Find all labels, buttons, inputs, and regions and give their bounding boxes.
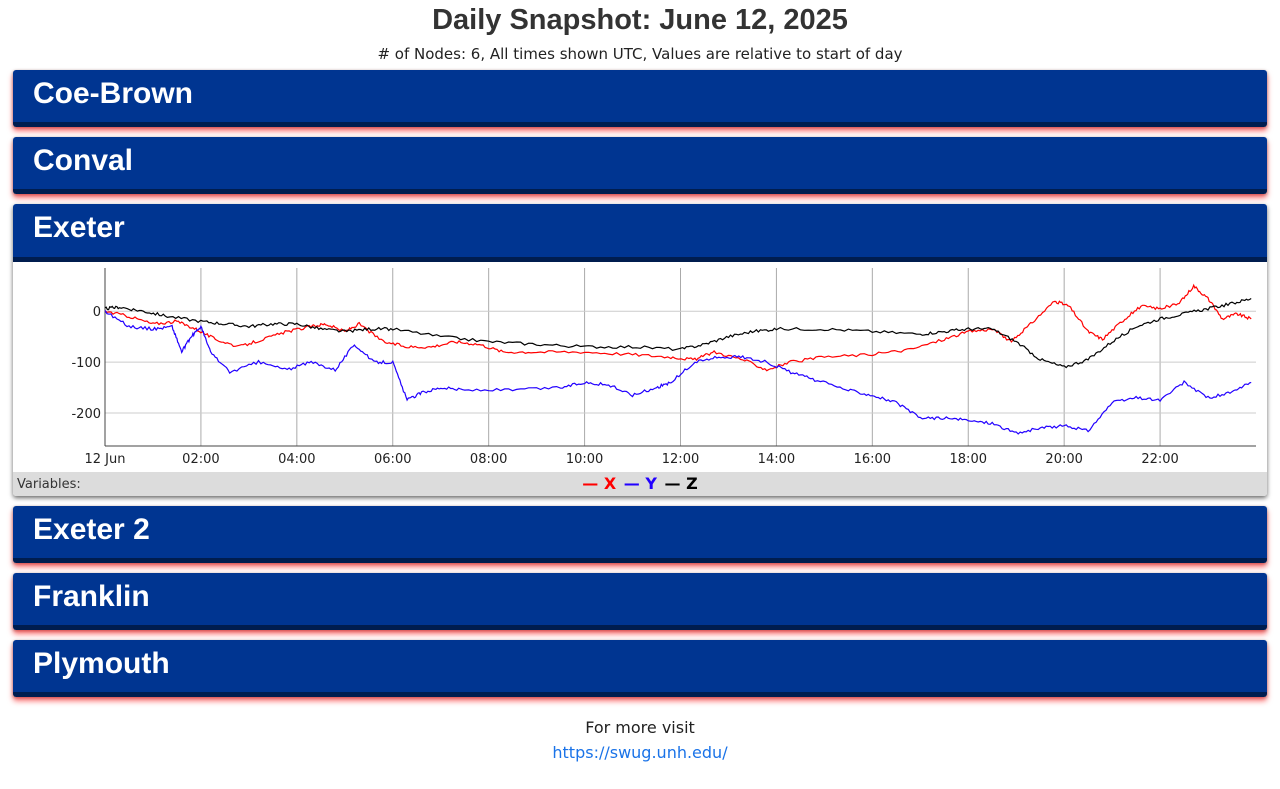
x-tick-label: 22:00 (1141, 452, 1178, 467)
x-tick-label: 12:00 (662, 452, 699, 467)
page-subtitle: # of Nodes: 6, All times shown UTC, Valu… (377, 45, 903, 63)
footer-text: For more visit (585, 718, 695, 737)
y-tick-label: -200 (71, 407, 101, 422)
x-tick-label: 20:00 (1045, 452, 1082, 467)
legend-item-z[interactable]: — Z (664, 474, 698, 493)
x-tick-label: 02:00 (182, 452, 219, 467)
x-tick-label: 04:00 (278, 452, 315, 467)
node-header-exeter[interactable]: Exeter (13, 204, 1267, 262)
legend-bar: Variables: — X — Y — Z (13, 472, 1267, 496)
y-tick-label: -100 (71, 356, 101, 371)
node-header-exeter-2[interactable]: Exeter 2 (13, 506, 1267, 563)
legend-item-z-label: Z (686, 474, 698, 493)
node-panel-conval: Conval (13, 137, 1267, 194)
node-header-plymouth[interactable]: Plymouth (13, 640, 1267, 697)
x-tick-label: 14:00 (758, 452, 795, 467)
series-line-z (104, 297, 1252, 369)
series-line-y (104, 310, 1252, 435)
legend-item-x[interactable]: — X (582, 474, 617, 493)
node-header-coe-brown[interactable]: Coe-Brown (13, 70, 1267, 127)
node-panel-plymouth: Plymouth (13, 640, 1267, 697)
node-panel-franklin: Franklin (13, 573, 1267, 630)
node-panel-exeter-2: Exeter 2 (13, 506, 1267, 563)
node-panel-exeter: Exeter 12 Jun 02:00 04:00 06:00 08:00 10:00 12… (13, 204, 1267, 496)
x-tick-label: 08:00 (470, 452, 507, 467)
node-panels: Coe-Brown Conval Exeter 12 Jun 02:00 04:00… (13, 70, 1267, 707)
node-header-franklin[interactable]: Franklin (13, 573, 1267, 630)
exeter-chart[interactable]: 12 Jun 02:00 04:00 06:00 08:00 10:00 12:00 14:0… (13, 262, 1267, 472)
legend-item-y[interactable]: — Y (623, 474, 657, 493)
legend-item-y-label: Y (645, 474, 657, 493)
x-tick-label: 16:00 (854, 452, 891, 467)
x-tick-label: 10:00 (566, 452, 603, 467)
legend-items: — X — Y — Z (13, 474, 1267, 493)
node-header-conval[interactable]: Conval (13, 137, 1267, 194)
node-panel-coe-brown: Coe-Brown (13, 70, 1267, 127)
page-title: Daily Snapshot: June 12, 2025 (432, 4, 848, 36)
legend-item-x-label: X (603, 474, 617, 493)
footer: For more visit https://swug.unh.edu/ (0, 718, 1280, 762)
y-tick-label: 0 (93, 305, 101, 320)
footer-link[interactable]: https://swug.unh.edu/ (552, 743, 728, 762)
x-tick-label: 06:00 (374, 452, 411, 467)
legend-label: Variables: (17, 477, 81, 492)
exeter-chart-svg: 12 Jun 02:00 04:00 06:00 08:00 10:00 12:00 14:0… (71, 268, 1256, 467)
x-tick-label: 18:00 (950, 452, 987, 467)
x-tick-label: 12 Jun (85, 452, 126, 467)
series-line-x (104, 283, 1252, 372)
